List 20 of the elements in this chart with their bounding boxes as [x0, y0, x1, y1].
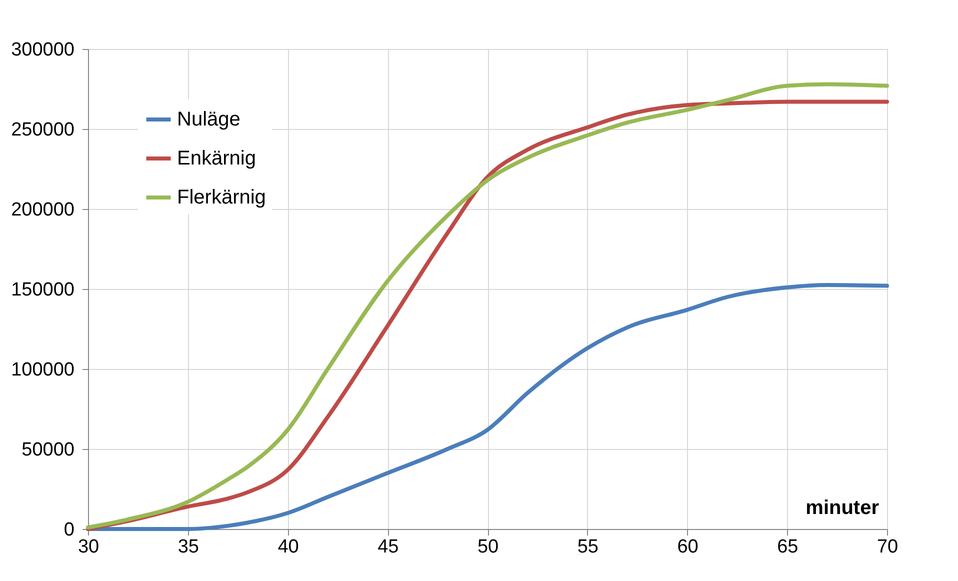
x-tick-label: 35 [178, 536, 199, 558]
legend-label: Flerkärnig [177, 186, 266, 208]
legend-label: Enkärnig [177, 148, 256, 170]
y-tick-label: 250000 [11, 120, 74, 140]
x-tick-label: 60 [677, 536, 698, 558]
y-tick-label: 200000 [11, 200, 74, 220]
y-tick-label: 150000 [11, 280, 74, 300]
x-axis-title: minuter [806, 497, 880, 519]
x-tick-label: 65 [777, 536, 798, 558]
x-tick-label: 50 [477, 536, 499, 558]
x-tick-label: 45 [378, 536, 399, 558]
y-tick-label: 0 [64, 520, 74, 540]
x-tick-label: 40 [278, 536, 299, 558]
y-tick-label: 50000 [22, 440, 74, 460]
x-tick-label: 55 [577, 536, 598, 558]
y-tick-label: 100000 [11, 360, 74, 380]
x-tick-label: 70 [876, 536, 898, 558]
y-tick-label: 300000 [11, 40, 74, 60]
legend-label: Nuläge [177, 108, 240, 130]
x-tick-label: 30 [78, 536, 100, 558]
